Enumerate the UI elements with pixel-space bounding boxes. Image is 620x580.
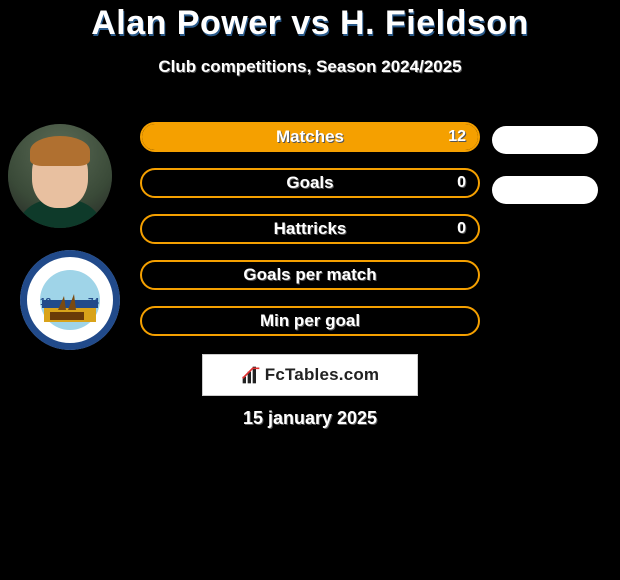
- stats-panel: Matches 12 Goals 0 Hattricks 0 Goals per match…: [140, 122, 480, 352]
- crest-year-glyph: 18: [40, 297, 52, 308]
- crest-icon: 18 74: [20, 250, 120, 350]
- stat-label: Goals: [286, 173, 333, 193]
- stat-label: Hattricks: [274, 219, 347, 239]
- comparison-pill: [492, 176, 598, 204]
- stat-value: 0: [457, 220, 466, 238]
- stat-label: Min per goal: [260, 311, 360, 331]
- page-title: Alan Power vs H. Fieldson: [0, 4, 620, 43]
- logo-text: FcTables.com: [265, 365, 380, 385]
- stat-row: Goals per match: [140, 260, 480, 290]
- bars-icon: [241, 365, 261, 385]
- right-pills: [492, 122, 598, 364]
- stat-row: Min per goal: [140, 306, 480, 336]
- left-column: 18 74: [8, 124, 112, 350]
- stat-row: Goals 0: [140, 168, 480, 198]
- stat-row: Matches 12: [140, 122, 480, 152]
- stat-label: Matches: [276, 127, 344, 147]
- club-crest: 18 74: [20, 250, 120, 350]
- stat-row: Hattricks 0: [140, 214, 480, 244]
- stat-label: Goals per match: [243, 265, 376, 285]
- comparison-pill: [492, 126, 598, 154]
- stat-value: 12: [448, 128, 466, 146]
- svg-text:74: 74: [88, 297, 100, 308]
- subtitle: Club competitions, Season 2024/2025: [0, 57, 620, 77]
- avatar-placeholder: [8, 124, 112, 228]
- fctables-logo[interactable]: FcTables.com: [202, 354, 418, 396]
- player-avatar: [8, 124, 112, 228]
- stat-value: 0: [457, 174, 466, 192]
- date: 15 january 2025: [0, 408, 620, 429]
